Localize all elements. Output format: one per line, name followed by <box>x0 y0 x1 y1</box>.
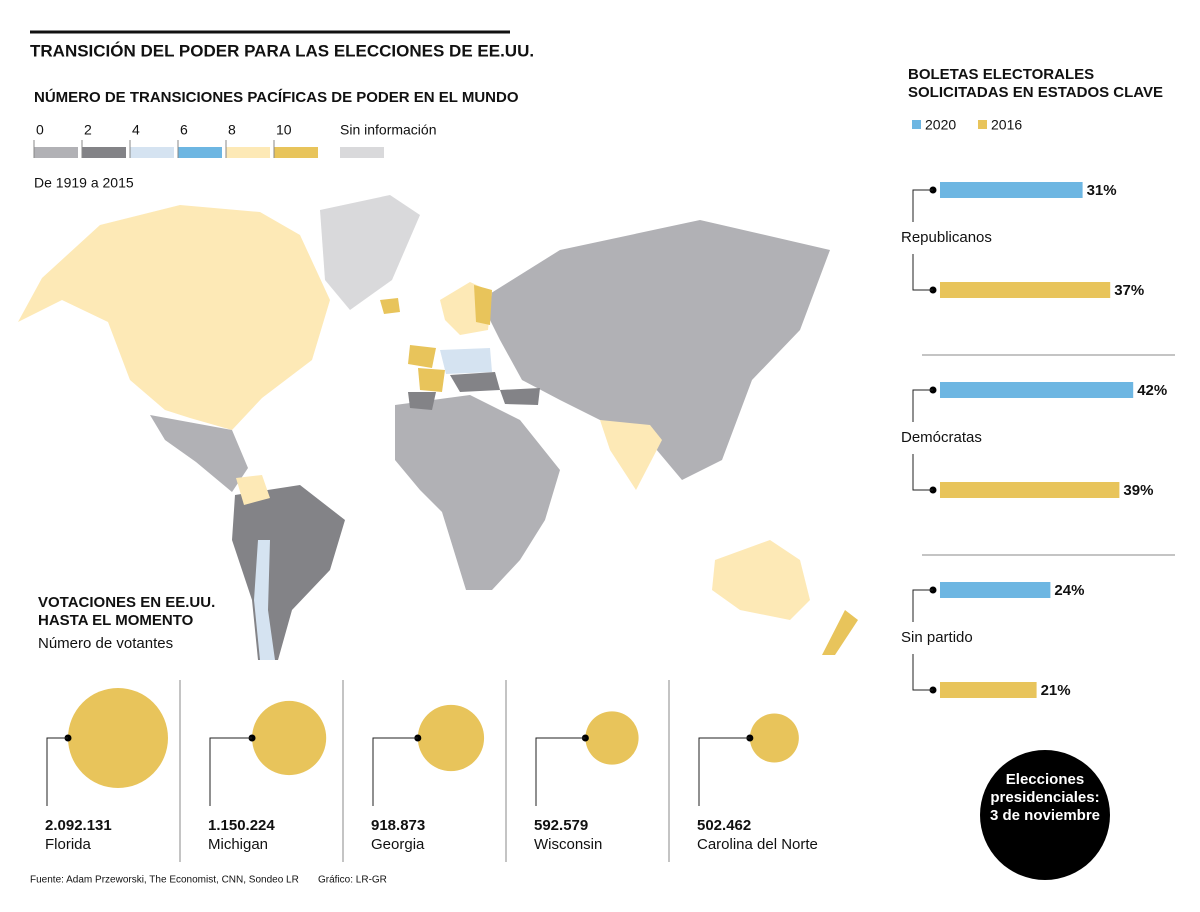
legend-swatch <box>178 147 222 158</box>
connector <box>912 654 933 691</box>
title: TRANSICIÓN DEL PODER PARA LAS ELECCIONES… <box>30 41 534 60</box>
iberia <box>408 392 436 410</box>
legend-no-data-label: Sin información <box>340 122 437 138</box>
legend-label: 2020 <box>925 117 956 133</box>
map-legend: 0 2 4 6 8 10 Sin información <box>33 122 437 158</box>
category-label: Carolina del Norte <box>697 836 818 853</box>
category-label: Republicanos <box>901 229 992 246</box>
legend-swatch <box>130 147 174 158</box>
legend-tick-label: 6 <box>180 122 188 138</box>
bar-chart-title: BOLETAS ELECTORALES <box>908 66 1094 83</box>
central-europe <box>440 348 492 374</box>
map-period: De 1919 a 2015 <box>34 175 134 191</box>
turkey <box>500 388 540 405</box>
credit: Gráfico: LR-GR <box>318 875 387 886</box>
bar <box>940 182 1083 198</box>
value-label: 918.873 <box>371 817 425 834</box>
category-label: Georgia <box>371 836 425 853</box>
value-label: 592.579 <box>534 817 588 834</box>
connector <box>912 254 933 291</box>
legend-swatch <box>274 147 318 158</box>
connector <box>372 737 418 806</box>
badge-line: 3 de noviembre <box>990 807 1100 824</box>
category-label: Wisconsin <box>534 836 602 853</box>
bar <box>940 482 1120 498</box>
bubble <box>68 688 168 788</box>
value-label: 39% <box>1123 482 1153 499</box>
badge <box>980 750 1110 880</box>
value-label: 1.150.224 <box>208 817 275 834</box>
australia <box>712 540 810 620</box>
category-label: Sin partido <box>901 629 973 646</box>
legend-swatch <box>82 147 126 158</box>
chile <box>254 540 275 660</box>
bubble-chart-title: VOTACIONES EN EE.UU. <box>38 594 215 611</box>
category-label: Demócratas <box>901 429 982 446</box>
connector <box>912 454 933 491</box>
legend-no-data-swatch <box>340 147 384 158</box>
value-label: 37% <box>1114 282 1144 299</box>
uk <box>408 345 436 368</box>
africa <box>395 395 560 590</box>
finland <box>474 285 492 325</box>
legend-swatch <box>978 120 987 129</box>
greenland <box>320 195 420 310</box>
map-title: NÚMERO DE TRANSICIONES PACÍFICAS DE PODE… <box>34 88 519 106</box>
badge-line: Elecciones <box>1006 771 1084 788</box>
bar <box>940 382 1134 398</box>
legend-swatch <box>226 147 270 158</box>
connector <box>698 737 750 806</box>
category-label: Florida <box>45 836 92 853</box>
north-america <box>18 205 330 430</box>
bubble <box>252 700 327 776</box>
bubble <box>585 711 639 765</box>
bar <box>940 682 1037 698</box>
legend-tick-label: 10 <box>276 122 292 138</box>
legend-tick-label: 0 <box>36 122 44 138</box>
bubble-chart: VOTACIONES EN EE.UU.HASTA EL MOMENTO Núme… <box>38 594 818 862</box>
connector <box>912 389 933 422</box>
asia <box>480 220 830 480</box>
bubble <box>749 713 799 763</box>
legend-tick-label: 4 <box>132 122 140 138</box>
connector <box>46 737 68 806</box>
connector <box>912 589 933 622</box>
legend-tick-label: 2 <box>84 122 92 138</box>
value-label: 21% <box>1041 682 1071 699</box>
bubble-chart-subtitle: Número de votantes <box>38 635 173 652</box>
bar <box>940 282 1111 298</box>
category-label: Michigan <box>208 836 268 853</box>
connector <box>535 737 586 806</box>
value-label: 2.092.131 <box>45 817 112 834</box>
connector <box>209 737 253 806</box>
value-label: 42% <box>1137 382 1167 399</box>
connector <box>912 189 933 222</box>
bubble-chart-title: HASTA EL MOMENTO <box>38 612 194 629</box>
legend-swatch <box>34 147 78 158</box>
bubble <box>417 704 485 772</box>
value-label: 24% <box>1054 582 1084 599</box>
bar <box>940 582 1051 598</box>
world-map <box>18 195 858 660</box>
central-america <box>150 415 248 492</box>
iceland <box>380 298 400 314</box>
venezuela <box>236 475 270 505</box>
value-label: 31% <box>1087 182 1117 199</box>
value-label: 502.462 <box>697 817 751 834</box>
france <box>418 368 445 392</box>
new-zealand <box>822 610 858 655</box>
india <box>600 420 662 490</box>
bar-chart-title: SOLICITADAS EN ESTADOS CLAVE <box>908 84 1163 101</box>
legend-label: 2016 <box>991 117 1022 133</box>
balkans <box>450 372 500 392</box>
legend-tick-label: 8 <box>228 122 236 138</box>
source: Fuente: Adam Przeworski, The Economist, … <box>30 875 299 886</box>
legend-swatch <box>912 120 921 129</box>
badge-line: presidenciales: <box>990 789 1099 806</box>
